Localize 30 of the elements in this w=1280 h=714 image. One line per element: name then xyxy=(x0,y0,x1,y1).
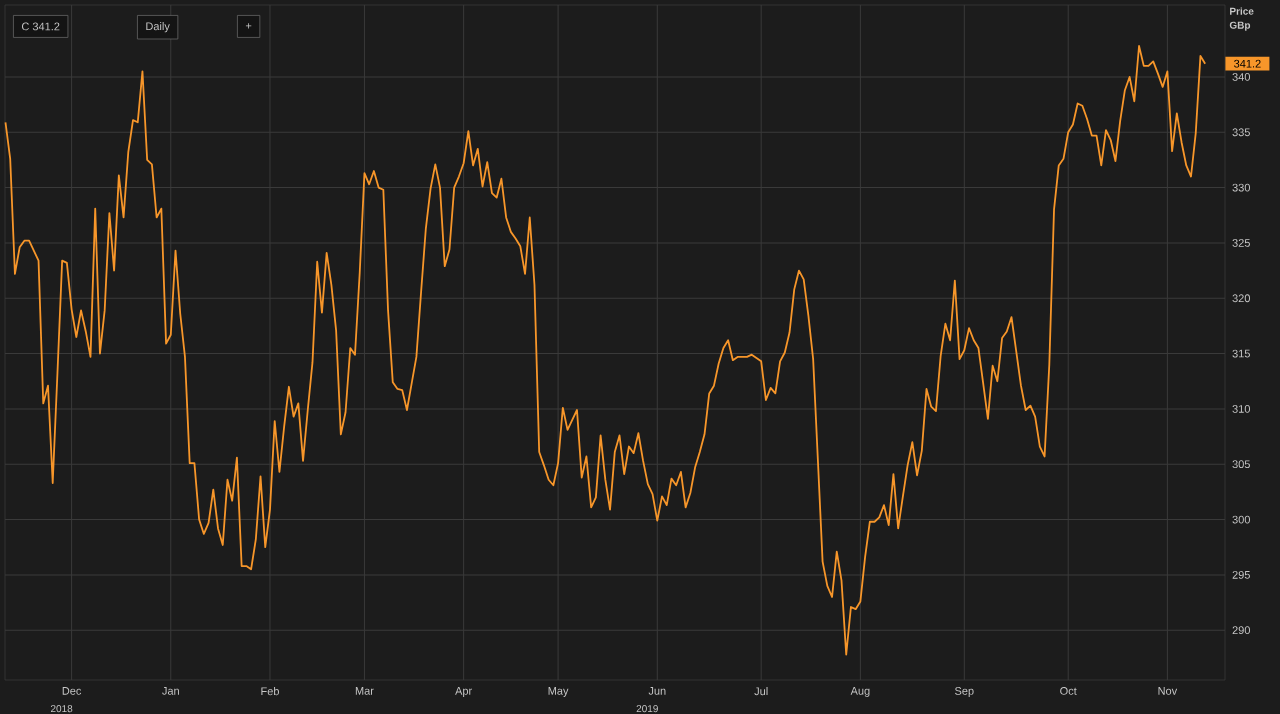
x-tick-label: Jul xyxy=(754,687,768,696)
y-tick-label: 320 xyxy=(1232,294,1250,303)
x-tick-label: Feb xyxy=(261,687,279,696)
x-tick-label: Oct xyxy=(1060,687,1077,695)
y-tick-label: 340 xyxy=(1232,73,1250,81)
y-tick-label: 315 xyxy=(1232,349,1250,358)
x-tick-label: Nov xyxy=(1158,687,1178,695)
y-tick-label: 295 xyxy=(1232,570,1250,579)
text: 341.2 xyxy=(1234,59,1261,68)
x-tick-label: Aug xyxy=(850,687,870,697)
annotation: C 341.2 xyxy=(21,22,60,31)
y-axis-title: Price GBp xyxy=(1229,7,1254,31)
y-tick-label: 300 xyxy=(1232,515,1250,524)
y-tick-label: 335 xyxy=(1232,128,1250,137)
y-tick-label: 310 xyxy=(1232,405,1250,413)
annotation: Daily xyxy=(146,22,170,33)
text: 2018 xyxy=(50,705,73,713)
x-tick-label: Dec xyxy=(62,687,82,695)
y-tick-label: 290 xyxy=(1232,626,1250,635)
x-tick-label: Apr xyxy=(455,687,472,697)
x-tick-label: Mar xyxy=(355,687,374,695)
y-tick-label: 330 xyxy=(1232,183,1250,192)
x-tick-label: Jun xyxy=(648,687,666,695)
x-tick-label: Sep xyxy=(955,687,974,698)
text: 2019 xyxy=(636,705,658,713)
y-tick-label: 325 xyxy=(1232,239,1250,247)
x-tick-label: May xyxy=(548,687,569,697)
annotation: + xyxy=(245,23,252,29)
x-tick-label: Jan xyxy=(162,687,179,695)
y-tick-label: 305 xyxy=(1232,460,1250,469)
